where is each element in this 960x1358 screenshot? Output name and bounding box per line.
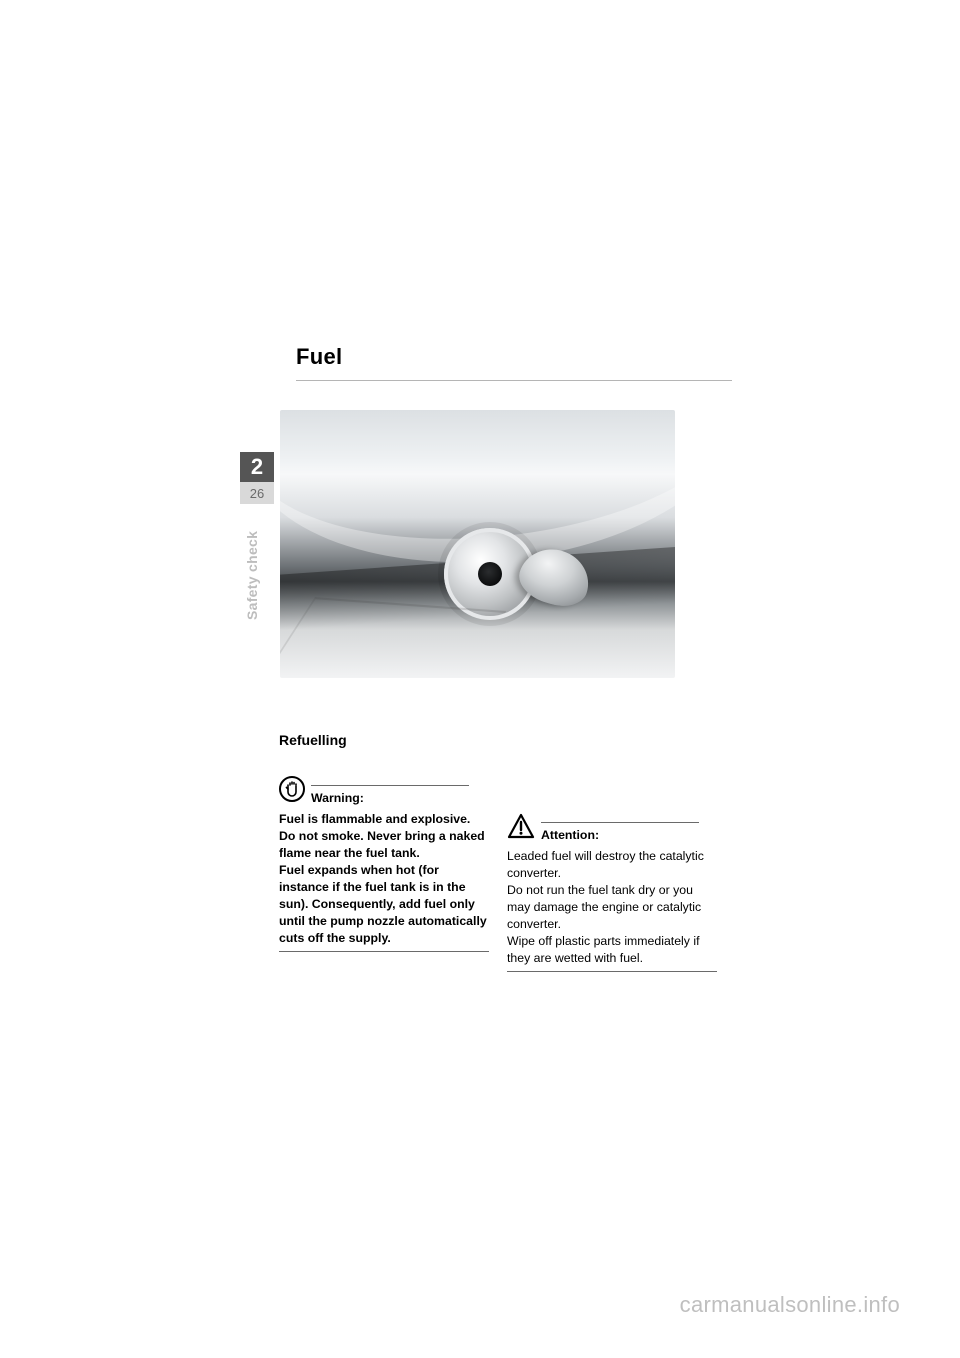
attention-block: Attention: Leaded fuel will destroy the … xyxy=(507,813,717,972)
title-rule xyxy=(296,380,732,381)
chapter-number: 2 xyxy=(240,452,274,482)
attention-label: Attention: xyxy=(541,828,599,844)
attention-body: Leaded fuel will destroy the catalytic c… xyxy=(507,848,717,967)
attention-triangle-icon xyxy=(507,813,535,844)
fuel-cap-figure xyxy=(280,410,675,678)
warning-heading-row: Warning: xyxy=(279,776,489,807)
chapter-tab: 2 26 xyxy=(240,452,274,504)
attention-bottom-rule xyxy=(507,971,717,972)
frame-sketch-lines xyxy=(280,597,506,678)
section-side-label: Safety check xyxy=(244,531,260,620)
warning-hand-icon xyxy=(279,776,305,807)
warning-bottom-rule xyxy=(279,951,489,952)
header-block: Fuel xyxy=(296,344,732,381)
footer-watermark: carmanualsonline.info xyxy=(680,1292,900,1318)
warning-body: Fuel is flammable and explosive. Do not … xyxy=(279,811,489,947)
page-title: Fuel xyxy=(296,344,732,370)
attention-heading-row: Attention: xyxy=(507,813,717,844)
page-number: 26 xyxy=(240,482,274,504)
manual-page: Fuel 2 26 Safety check Refuelling xyxy=(0,0,960,1358)
attention-top-rule xyxy=(541,822,699,823)
warning-label: Warning: xyxy=(311,791,364,807)
section-subheading: Refuelling xyxy=(279,732,347,748)
warning-top-rule xyxy=(311,785,469,786)
fuel-filler-hole xyxy=(478,562,502,586)
warning-block: Warning: Fuel is flammable and explosive… xyxy=(279,776,489,952)
